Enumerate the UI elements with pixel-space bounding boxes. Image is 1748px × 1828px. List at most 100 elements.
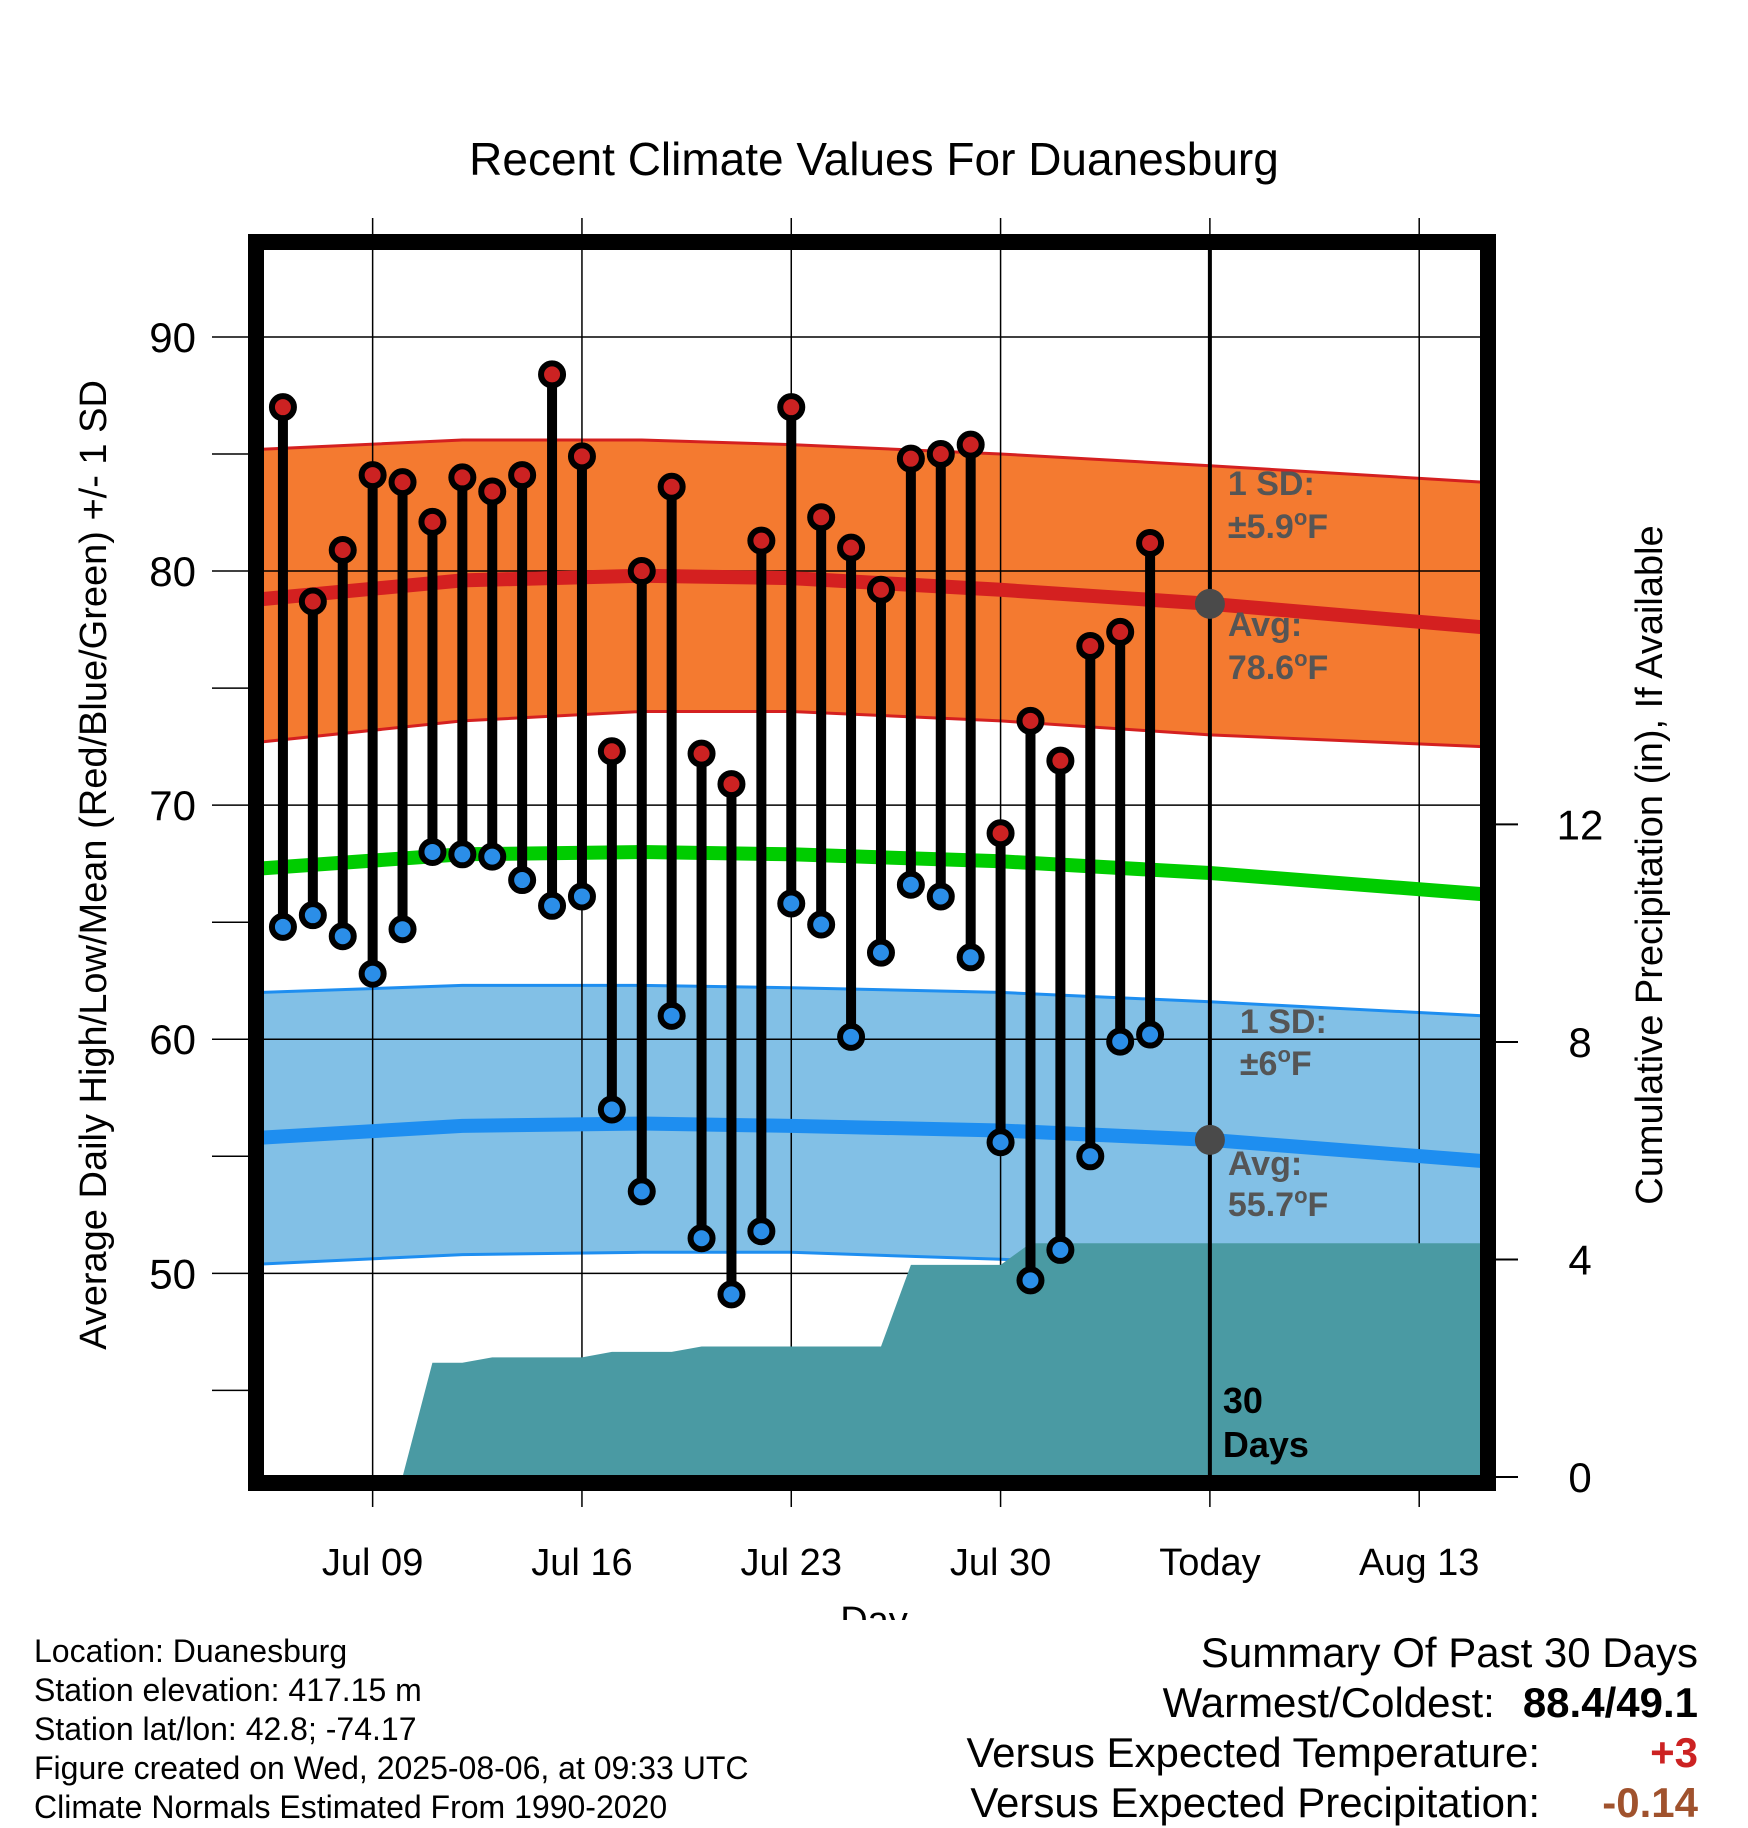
obs-high-point	[538, 360, 567, 389]
obs-low-point	[627, 1177, 656, 1206]
obs-high-point	[807, 503, 836, 532]
x-axis-label: Day	[840, 1600, 908, 1620]
high-avg-label: Avg:	[1228, 606, 1302, 644]
elevation-text: Station elevation: 417.15 m	[34, 1672, 422, 1708]
x-tick-label: Jul 16	[531, 1542, 632, 1584]
high-sd-value: ±5.9oF	[1228, 505, 1328, 546]
obs-low-point	[1076, 1142, 1105, 1171]
obs-low-point	[986, 1128, 1015, 1157]
warm-cold-value: 88.4/49.1	[1522, 1679, 1698, 1726]
y-tick-label: 50	[149, 1250, 196, 1297]
x-tick-label: Jul 30	[950, 1542, 1051, 1584]
station-info: Location: Duanesburg Station elevation: …	[34, 1632, 748, 1827]
obs-low-point	[298, 901, 327, 930]
obs-low-point	[1136, 1020, 1165, 1049]
obs-high-point	[657, 472, 686, 501]
obs-low-point	[538, 891, 567, 920]
obs-high-point	[986, 819, 1015, 848]
summary-panel: Summary Of Past 30 Days Warmest/Coldest:…	[966, 1628, 1698, 1828]
obs-low-point	[926, 882, 955, 911]
y-tick-label: 60	[149, 1016, 196, 1063]
obs-high-point	[567, 442, 596, 471]
y-tick-label: 80	[149, 548, 196, 595]
obs-high-point	[478, 477, 507, 506]
obs-low-point	[896, 870, 925, 899]
latlon-text: Station lat/lon: 42.8; -74.17	[34, 1711, 417, 1747]
plot-border	[248, 234, 1496, 1491]
x-tick-label: Jul 23	[741, 1542, 842, 1584]
low-sd-label: 1 SD:	[1240, 1003, 1327, 1041]
summary-temp: Versus Expected Temperature: +3	[966, 1728, 1698, 1778]
low-avg-value: 55.7oF	[1228, 1183, 1328, 1224]
obs-high-point	[627, 557, 656, 586]
obs-low-point	[777, 889, 806, 918]
obs-low-point	[866, 938, 895, 967]
chart-title: Recent Climate Values For Duanesburg	[469, 133, 1279, 185]
climate-chart: Recent Climate Values For Duanesburg 1 S…	[73, 133, 1671, 1620]
obs-low-point	[478, 842, 507, 871]
low-sd-value: ±6oF	[1240, 1042, 1312, 1083]
obs-high-point	[298, 587, 327, 616]
obs-low-point	[388, 915, 417, 944]
y2-tick-label: 8	[1568, 1019, 1591, 1066]
normal-mean-line	[261, 844, 1483, 902]
y-tick-label: 70	[149, 782, 196, 829]
obs-high-point	[747, 526, 776, 555]
obs-high-point	[687, 739, 716, 768]
warm-cold-label: Warmest/Coldest:	[1162, 1679, 1495, 1726]
obs-low-point	[418, 837, 447, 866]
high-avg-value: 78.6oF	[1228, 646, 1328, 687]
high-avg-dot	[1194, 588, 1225, 619]
obs-high-point	[866, 575, 895, 604]
obs-high-point	[597, 737, 626, 766]
precipitation-fill	[402, 1243, 1482, 1477]
obs-low-point	[837, 1022, 866, 1051]
obs-low-point	[358, 959, 387, 988]
summary-warm-cold: Warmest/Coldest: 88.4/49.1	[966, 1678, 1698, 1728]
temp-value: +3	[1650, 1729, 1698, 1776]
obs-low-point	[328, 922, 357, 951]
obs-low-point	[1016, 1266, 1045, 1295]
obs-low-point	[597, 1095, 626, 1124]
obs-low-point	[956, 943, 985, 972]
obs-low-point	[807, 910, 836, 939]
y-tick-label: 90	[149, 314, 196, 361]
obs-high-point	[388, 468, 417, 497]
obs-high-point	[1046, 746, 1075, 775]
y2-tick-label: 12	[1557, 801, 1604, 848]
obs-low-point	[567, 882, 596, 911]
axes: 50 60 70 80 90 0 4 8 12 Jul 09 Jul 16 Jul 23 Jul 30 T…	[149, 314, 1603, 1584]
obs-high-point	[717, 770, 746, 799]
low-avg-dot	[1194, 1124, 1225, 1155]
low-avg-label: Avg:	[1228, 1145, 1302, 1183]
obs-low-point	[687, 1224, 716, 1253]
obs-high-point	[837, 533, 866, 562]
obs-high-point	[358, 461, 387, 490]
x-tick-label: Jul 09	[322, 1542, 423, 1584]
temp-label: Versus Expected Temperature:	[966, 1729, 1540, 1776]
precipitation-area	[402, 1243, 1482, 1477]
location-text: Location: Duanesburg	[34, 1633, 348, 1669]
y2-tick-label: 0	[1568, 1454, 1591, 1501]
y2-tick-label: 4	[1568, 1236, 1591, 1283]
summary-precip: Versus Expected Precipitation: -0.14	[966, 1778, 1698, 1828]
obs-low-point	[657, 1001, 686, 1030]
today-marker-label-line1: 30	[1223, 1380, 1263, 1421]
obs-high-point	[1016, 706, 1045, 735]
obs-low-point	[717, 1280, 746, 1309]
obs-high-point	[1106, 617, 1135, 646]
obs-high-point	[418, 507, 447, 536]
obs-low-point	[747, 1217, 776, 1246]
x-tick-label: Aug 13	[1359, 1542, 1479, 1584]
obs-low-point	[508, 866, 537, 895]
obs-high-point	[1076, 631, 1105, 660]
created-text: Figure created on Wed, 2025-08-06, at 09…	[34, 1750, 749, 1786]
obs-high-point	[926, 440, 955, 469]
today-marker-label-line2: Days	[1223, 1424, 1309, 1465]
obs-low-point	[268, 912, 297, 941]
high-sd-label: 1 SD:	[1228, 465, 1315, 503]
obs-high-point	[448, 463, 477, 492]
obs-low-point	[1046, 1235, 1075, 1264]
obs-low-point	[448, 840, 477, 869]
